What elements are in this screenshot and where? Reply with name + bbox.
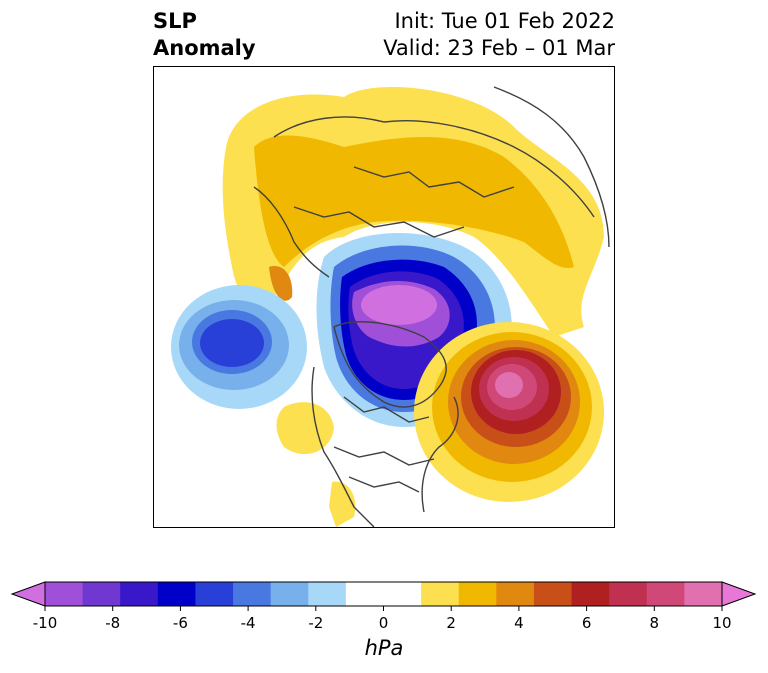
colorbar-cell <box>82 582 121 606</box>
colorbar-cell <box>157 582 196 606</box>
colorbar-cell <box>195 582 234 606</box>
colorbar-cell <box>45 582 84 606</box>
colorbar-tick-label: -4 <box>241 614 256 632</box>
variable-label: SLP <box>153 9 197 33</box>
colorbar-tick-label: -6 <box>173 614 188 632</box>
colorbar-cell <box>270 582 309 606</box>
coastlines <box>253 86 610 527</box>
colorbar-tick-label: 4 <box>514 614 524 632</box>
map-dates: Init: Tue 01 Feb 2022 Valid: 23 Feb – 01… <box>383 8 615 62</box>
negative-anomaly-pacific-core <box>200 319 264 367</box>
colorbar-cell <box>496 582 535 606</box>
colorbar-tick-label: -8 <box>105 614 120 632</box>
colorbar-unit: hPa <box>364 636 404 660</box>
colorbar-cell <box>609 582 648 606</box>
colorbar-tick-label: 10 <box>712 614 731 632</box>
colorbar-cell <box>421 582 460 606</box>
colorbar-cell <box>458 582 497 606</box>
colorbar-cell <box>345 582 384 606</box>
colorbar-tick-label: -10 <box>33 614 58 632</box>
colorbar-tick-label: 6 <box>582 614 592 632</box>
colorbar-extend-min <box>10 581 46 607</box>
valid-range: Valid: 23 Feb – 01 Mar <box>383 36 615 60</box>
colorbar-ticks: -10 -8 -6 -4 -2 0 2 4 6 8 10 <box>33 606 732 632</box>
colorbar-cell <box>533 582 573 606</box>
slp-anomaly-map <box>153 66 615 528</box>
positive-anomaly-mexico <box>329 481 356 527</box>
positive-anomaly-gulf <box>276 402 334 455</box>
map-title: SLP Anomaly <box>153 8 256 62</box>
field-label: Anomaly <box>153 36 256 60</box>
colorbar-cell <box>120 582 159 606</box>
colorbar-cell <box>646 582 685 606</box>
colorbar-tick-label: -2 <box>308 614 323 632</box>
positive-anomaly-atlantic-core <box>495 372 523 398</box>
colorbar-cells <box>10 581 757 607</box>
init-date: Init: Tue 01 Feb 2022 <box>394 9 615 33</box>
colorbar-cell <box>233 582 272 606</box>
colorbar-cell <box>383 582 422 606</box>
positive-anomaly-eurasia-core <box>254 135 574 268</box>
colorbar-cell <box>308 582 347 606</box>
colorbar-extend-max <box>721 581 757 607</box>
positive-anomaly-west <box>269 266 293 301</box>
anomaly-fills <box>171 87 604 527</box>
colorbar: -10 -8 -6 -4 -2 0 2 4 6 8 10 <box>10 581 757 632</box>
colorbar-cell <box>571 582 610 606</box>
negative-anomaly-arctic-max <box>361 285 437 325</box>
colorbar-cell <box>684 582 723 606</box>
colorbar-tick-label: 2 <box>446 614 456 632</box>
colorbar-tick-label: 0 <box>379 614 389 632</box>
colorbar-tick-label: 8 <box>650 614 660 632</box>
